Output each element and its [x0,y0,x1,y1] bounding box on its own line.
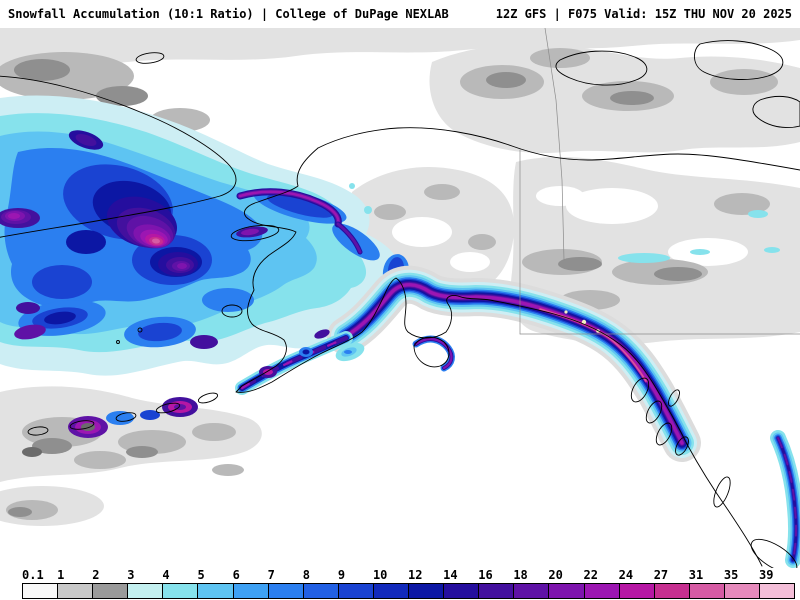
colorbar-value-label: 0.1 [22,568,44,582]
colorbar-value-label: 18 [513,568,528,582]
colorbar-swatch [408,583,445,599]
colorbar-value-label: 2 [92,568,100,582]
colorbar-value-label: 35 [723,568,739,582]
colorbar-cell: 27 [653,568,690,599]
title-bar: Snowfall Accumulation (10:1 Ratio) | Col… [0,0,800,26]
colorbar-swatch [92,583,129,599]
colorbar-swatch [688,583,725,599]
colorbar-swatch [758,583,796,599]
snowfall-shading-southwest [68,397,198,438]
colorbar-value-label: 16 [478,568,493,582]
colorbar-cell: 22 [583,568,620,599]
colorbar-cell: 9 [337,568,374,599]
colorbar-value-label: 5 [197,568,205,582]
snowfall-shading-west [0,95,410,376]
coastline-layer [0,28,800,568]
light-snow-gray-layer [0,28,800,526]
colorbar-swatch [618,583,655,599]
coastal-snow-ribbon [235,265,800,568]
model-valid-time: 12Z GFS | F075 Valid: 15Z THU NOV 20 202… [495,7,792,21]
colorbar-value-label: 3 [127,568,135,582]
colorbar-value-label: 31 [688,568,704,582]
colorbar-swatch [723,583,760,599]
colorbar-cell: 31 [688,568,725,599]
colorbar-swatch [337,583,374,599]
map-title: Snowfall Accumulation (10:1 Ratio) | Col… [8,7,449,21]
colorbar-value-label: 6 [232,568,240,582]
colorbar: 0.1 1 2 3 4 5 6 7 8 9 10 12 14 16 18 20 22 24 27 31 35 39 [22,568,796,599]
colorbar-swatch [548,583,585,599]
colorbar-value-label: 7 [267,568,275,582]
colorbar-cell: 1 [57,568,94,599]
colorbar-cell: 4 [162,568,199,599]
colorbar-cell: 35 [723,568,760,599]
colorbar-swatch [302,583,339,599]
colorbar-cell: 24 [618,568,655,599]
colorbar-swatch [653,583,690,599]
colorbar-cell: 20 [548,568,585,599]
colorbar-row: 0.1 1 2 3 4 5 6 7 8 9 10 12 14 16 18 20 22 24 27 31 35 39 [22,568,796,599]
weather-map [0,28,800,568]
colorbar-swatch [267,583,304,599]
colorbar-swatch [443,583,480,599]
colorbar-swatch [127,583,164,599]
colorbar-value-label: 4 [162,568,170,582]
colorbar-swatch [583,583,620,599]
colorbar-value-label: 10 [372,568,388,582]
colorbar-cell: 3 [127,568,164,599]
colorbar-swatch [513,583,550,599]
colorbar-value-label: 22 [583,568,598,582]
colorbar-cell: 5 [197,568,234,599]
colorbar-value-label: 24 [618,568,634,582]
colorbar-value-label: 9 [337,568,346,582]
colorbar-swatch [197,583,234,599]
colorbar-cell: 2 [92,568,129,599]
colorbar-cell: 6 [232,568,269,599]
colorbar-swatch [22,583,59,599]
colorbar-swatch [232,583,269,599]
colorbar-value-label: 27 [653,568,669,582]
colorbar-cell: 8 [302,568,339,599]
colorbar-swatch [478,583,515,599]
colorbar-value-label: 12 [408,568,423,582]
colorbar-swatch [372,583,410,599]
colorbar-cell: 10 [372,568,410,599]
colorbar-cell: 18 [513,568,550,599]
colorbar-value-label: 14 [443,568,458,582]
colorbar-value-label: 39 [758,568,774,582]
colorbar-cell: 12 [408,568,445,599]
colorbar-cell: 7 [267,568,304,599]
colorbar-swatch [57,583,94,599]
colorbar-cell: 16 [478,568,515,599]
colorbar-value-label: 20 [548,568,563,582]
colorbar-cell: 14 [443,568,480,599]
colorbar-value-label: 1 [57,568,65,582]
colorbar-swatch [162,583,199,599]
colorbar-value-label: 8 [302,568,310,582]
colorbar-cell: 39 [758,568,796,599]
colorbar-cell: 0.1 [22,568,59,599]
